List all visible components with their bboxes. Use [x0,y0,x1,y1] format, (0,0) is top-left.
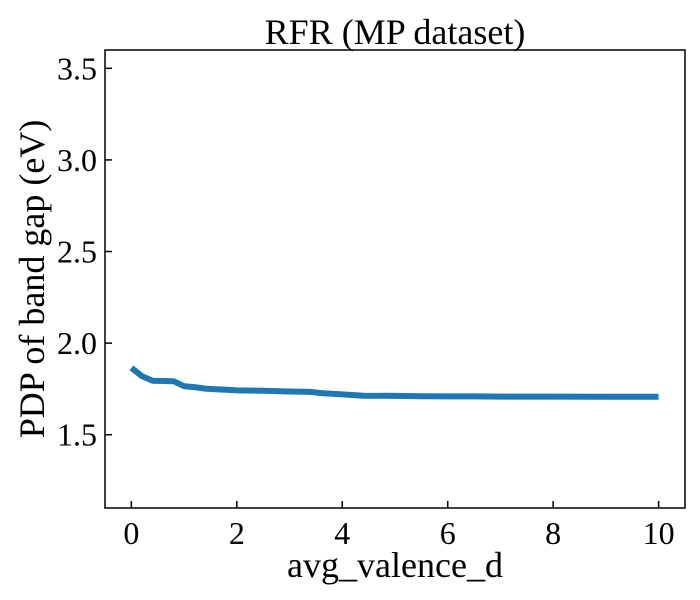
plot-frame [104,49,686,509]
series-line [129,365,659,400]
x-tick-label: 4 [334,515,350,551]
y-tick-label: 2.5 [57,234,97,270]
plot-area: 0 2 4 6 8 10 1.5 2.0 2.5 3.0 3.5 [57,49,686,551]
x-tick-label: 2 [229,515,245,551]
y-axis-label: PDP of band gap (eV) [12,120,52,439]
y-ticks: 1.5 2.0 2.5 3.0 3.5 [57,50,112,453]
x-tick-label: 8 [545,515,561,551]
x-tick-label: 6 [440,515,456,551]
series-group [129,365,659,400]
y-tick-label: 2.0 [57,325,97,361]
chart-title: RFR (MP dataset) [265,12,526,52]
x-tick-label: 0 [123,515,139,551]
x-tick-label: 10 [643,515,675,551]
x-ticks: 0 2 4 6 8 10 [123,501,675,551]
y-tick-label: 1.5 [57,417,97,453]
y-tick-label: 3.0 [57,142,97,178]
y-tick-label: 3.5 [57,50,97,86]
x-axis-label: avg_valence_d [287,545,503,585]
